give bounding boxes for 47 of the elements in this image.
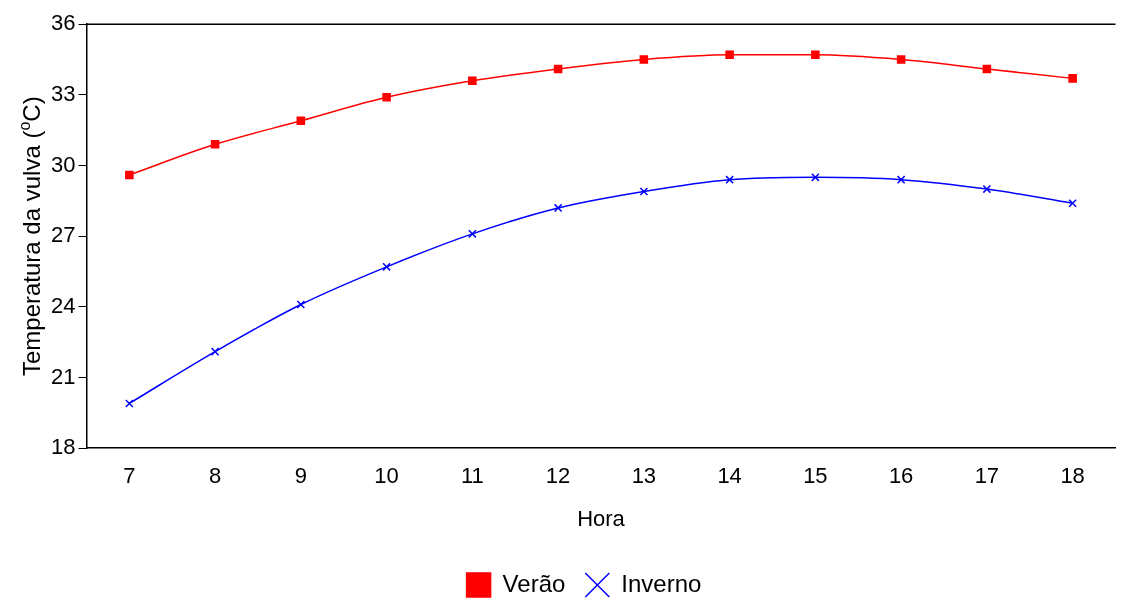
point: [896, 55, 906, 64]
point: [1068, 198, 1077, 208]
point: [725, 175, 734, 184]
point: [896, 175, 906, 184]
x-tick-label: 10: [374, 463, 399, 489]
y-tick-label: 24: [50, 292, 76, 318]
y-tick-label: 36: [50, 10, 76, 36]
y-tick-label: 27: [50, 222, 76, 248]
x-tick-label: 15: [803, 463, 828, 489]
point: [639, 187, 649, 196]
point: [811, 50, 820, 60]
point: [725, 50, 734, 60]
point: [296, 300, 306, 309]
legend-label: Verão: [502, 569, 566, 597]
x-tick-label: 11: [460, 463, 484, 489]
x-tick-label: 14: [717, 463, 742, 489]
point: [811, 173, 820, 182]
x-tick-label: 7: [123, 463, 136, 489]
point: [468, 76, 477, 86]
legend-label: Inverno: [621, 569, 702, 597]
x-tick-label: 18: [1060, 463, 1085, 489]
x-axis-title: Hora: [577, 505, 626, 531]
point: [982, 184, 992, 194]
point: [296, 116, 306, 126]
point: [125, 170, 134, 180]
y-tick-label: 30: [50, 151, 76, 177]
y-tick-label: 18: [50, 434, 76, 460]
point: [125, 399, 134, 408]
x-tick-label: 8: [208, 463, 222, 489]
point: [382, 92, 391, 102]
point: [1068, 74, 1077, 83]
point: [210, 347, 220, 356]
x-tick-label: 13: [631, 463, 657, 489]
point: [468, 229, 477, 239]
point: [210, 140, 220, 149]
point: [639, 55, 649, 64]
point: [382, 262, 391, 272]
y-tick-label: 33: [50, 80, 76, 106]
point: [982, 64, 992, 74]
x-tick-label: 12: [545, 463, 571, 489]
point: [553, 64, 563, 74]
x-tick-label: 9: [294, 463, 307, 489]
y-axis-title: Temperatura da vulva (oC): [16, 96, 45, 377]
point: [553, 203, 563, 213]
x-tick-label: 16: [888, 463, 914, 489]
x-tick-label: 17: [974, 463, 1000, 489]
y-tick-label: 21: [50, 363, 76, 389]
